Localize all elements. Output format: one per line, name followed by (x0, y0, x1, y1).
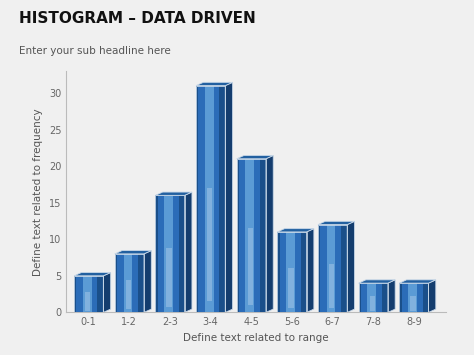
Polygon shape (91, 276, 98, 312)
Polygon shape (124, 254, 132, 312)
Polygon shape (196, 82, 233, 86)
Polygon shape (307, 229, 314, 312)
Text: HISTOGRAM – DATA DRIVEN: HISTOGRAM – DATA DRIVEN (19, 11, 255, 26)
Polygon shape (367, 283, 376, 312)
Polygon shape (155, 195, 158, 312)
Polygon shape (132, 254, 138, 312)
Polygon shape (320, 225, 327, 312)
Polygon shape (155, 192, 192, 195)
Polygon shape (219, 86, 225, 312)
Polygon shape (126, 280, 131, 310)
Polygon shape (260, 159, 266, 312)
Polygon shape (341, 225, 347, 312)
Polygon shape (329, 264, 334, 308)
Polygon shape (280, 232, 286, 312)
X-axis label: Define text related to range: Define text related to range (183, 333, 329, 343)
Polygon shape (417, 283, 423, 312)
Polygon shape (248, 228, 253, 305)
Polygon shape (207, 188, 212, 301)
Polygon shape (239, 159, 246, 312)
Polygon shape (117, 254, 124, 312)
Polygon shape (388, 280, 395, 312)
Polygon shape (98, 276, 103, 312)
Polygon shape (115, 254, 117, 312)
Polygon shape (359, 280, 395, 283)
Polygon shape (74, 273, 110, 276)
Polygon shape (361, 283, 367, 312)
Polygon shape (428, 280, 436, 312)
Polygon shape (144, 251, 151, 312)
Polygon shape (76, 276, 83, 312)
Polygon shape (166, 248, 172, 307)
Polygon shape (237, 155, 273, 159)
Polygon shape (164, 195, 173, 312)
Polygon shape (295, 232, 301, 312)
Polygon shape (399, 280, 436, 283)
Polygon shape (382, 283, 388, 312)
Polygon shape (83, 276, 91, 312)
Polygon shape (359, 283, 361, 312)
Polygon shape (277, 232, 280, 312)
Polygon shape (225, 82, 233, 312)
Polygon shape (301, 232, 307, 312)
Polygon shape (286, 232, 295, 312)
Polygon shape (74, 276, 76, 312)
Polygon shape (277, 229, 314, 232)
Polygon shape (198, 86, 205, 312)
Polygon shape (401, 283, 408, 312)
Polygon shape (370, 296, 375, 311)
Polygon shape (158, 195, 164, 312)
Text: Enter your sub headline here: Enter your sub headline here (19, 46, 171, 56)
Polygon shape (246, 159, 254, 312)
Polygon shape (185, 192, 192, 312)
Polygon shape (85, 292, 91, 311)
Polygon shape (318, 221, 355, 225)
Polygon shape (399, 283, 401, 312)
Polygon shape (410, 296, 416, 311)
Polygon shape (179, 195, 185, 312)
Polygon shape (214, 86, 219, 312)
Polygon shape (288, 268, 294, 308)
Polygon shape (196, 86, 198, 312)
Polygon shape (318, 225, 320, 312)
Polygon shape (347, 221, 355, 312)
Polygon shape (376, 283, 382, 312)
Polygon shape (173, 195, 179, 312)
Polygon shape (266, 155, 273, 312)
Polygon shape (103, 273, 110, 312)
Polygon shape (237, 159, 239, 312)
Polygon shape (138, 254, 144, 312)
Polygon shape (115, 251, 151, 254)
Polygon shape (205, 86, 214, 312)
Polygon shape (408, 283, 417, 312)
Y-axis label: Define text related to frequency: Define text related to frequency (34, 108, 44, 275)
Polygon shape (336, 225, 341, 312)
Polygon shape (327, 225, 336, 312)
Polygon shape (423, 283, 428, 312)
Polygon shape (254, 159, 260, 312)
